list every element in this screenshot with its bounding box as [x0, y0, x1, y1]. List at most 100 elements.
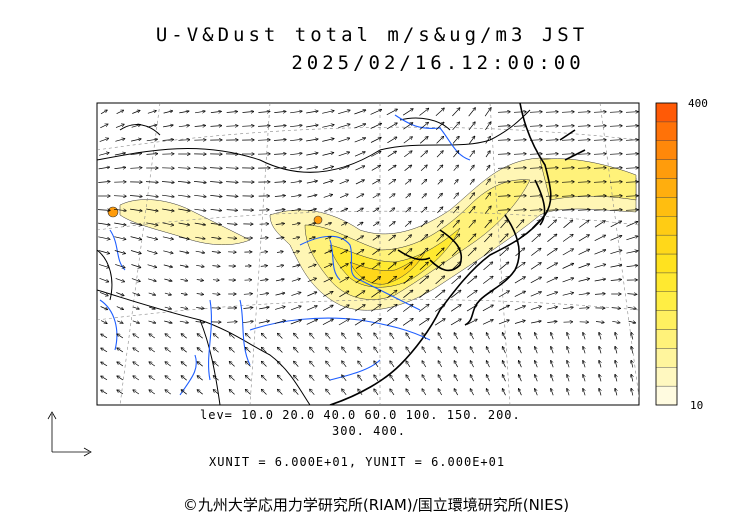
wind-arrow [229, 376, 235, 381]
wind-arrow [212, 266, 219, 267]
wind-arrow [161, 182, 174, 183]
wind-arrow [452, 122, 460, 131]
wind-arrow [469, 165, 474, 171]
wind-arrow [210, 195, 221, 196]
wind-arrow [453, 180, 458, 185]
wind-arrow [611, 308, 621, 309]
wind-arrow [498, 306, 509, 311]
wind-arrow [593, 126, 606, 127]
wind-arrow [355, 166, 365, 171]
wind-arrow [499, 248, 509, 257]
wind-arrow [531, 321, 541, 324]
wind-arrow [100, 124, 107, 129]
colorbar-max-label: 400 [688, 97, 708, 110]
wind-arrow [258, 112, 269, 113]
wind-arrow [275, 279, 284, 281]
wind-arrow [579, 308, 589, 309]
wind-arrow [291, 292, 300, 296]
wind-arrow [468, 234, 475, 243]
wind-arrow [99, 138, 109, 142]
wind-arrow [497, 182, 510, 183]
wind-arrow [132, 320, 139, 323]
wind-arrow [594, 221, 605, 228]
wind-arrow [274, 168, 286, 169]
wind-arrow [196, 265, 204, 266]
wind-arrow [593, 168, 606, 169]
wind-arrow [229, 334, 235, 339]
wind-arrow [101, 390, 108, 395]
colorbar-step [655, 253, 678, 274]
wind-arrow [354, 138, 366, 143]
wind-arrow [514, 291, 525, 297]
wind-arrow [342, 333, 347, 340]
wind-arrow [323, 292, 332, 297]
wind-arrow [497, 140, 510, 141]
wind-arrow [420, 221, 427, 228]
wind-arrow [609, 140, 622, 141]
wind-arrow [404, 235, 412, 242]
wind-arrow [116, 292, 123, 296]
wind-arrow [387, 263, 396, 270]
colorbar-step [655, 385, 678, 406]
wind-arrow [322, 167, 333, 170]
wind-arrow [246, 362, 251, 367]
colorbar-step [655, 348, 678, 368]
wind-arrow [406, 375, 411, 382]
wind-arrow [535, 389, 538, 396]
wind-arrow [193, 181, 206, 182]
wind-arrow [145, 195, 158, 196]
wind-arrow [371, 152, 380, 157]
wind-arrow [181, 390, 187, 395]
wind-arrow [354, 305, 365, 312]
wind-arrow [516, 220, 523, 229]
wind-arrow [551, 389, 554, 396]
wind-arrow [631, 347, 633, 354]
wind-arrow [625, 154, 638, 155]
wind-arrow [387, 290, 396, 298]
wind-arrow [468, 207, 475, 214]
wind-arrow [225, 168, 238, 169]
wind-arrow [197, 362, 203, 367]
wind-arrow [115, 124, 124, 128]
wind-arrow [131, 278, 140, 282]
wind-arrow [435, 290, 444, 299]
wind-arrow [114, 167, 126, 168]
wind-arrow [373, 222, 379, 227]
wind-arrow [194, 126, 206, 127]
wind-arrow [162, 208, 174, 211]
wind-arrow [274, 111, 285, 112]
wind-arrow [196, 294, 204, 295]
wind-arrow [514, 321, 525, 324]
wind-arrow [497, 210, 510, 211]
wind-arrow [99, 292, 108, 295]
wind-arrow [485, 179, 490, 186]
wind-arrow [275, 293, 285, 296]
wind-arrow [194, 223, 205, 225]
wind-arrow [451, 290, 460, 298]
wind-arrow [162, 236, 173, 239]
wind-arrow [513, 168, 526, 169]
wind-arrow [242, 321, 253, 322]
wind-arrow [197, 376, 203, 381]
wind-arrow [610, 236, 622, 241]
wind-arrow [453, 207, 458, 214]
wind-arrow [547, 220, 556, 229]
wind-arrow [468, 122, 475, 131]
wind-arrow [164, 279, 171, 281]
wind-arrow [370, 124, 382, 129]
wind-arrow [98, 167, 110, 169]
wind-arrow [117, 362, 124, 367]
wind-arrow [402, 109, 413, 116]
wind-arrow [497, 168, 510, 169]
wind-arrow [579, 221, 588, 228]
wind-arrow [487, 347, 490, 354]
wind-arrow [535, 333, 538, 340]
wind-arrow [562, 293, 574, 296]
wind-arrow [133, 390, 140, 395]
wind-arrow [227, 224, 237, 225]
wind-arrow [340, 236, 347, 240]
wind-arrow [530, 277, 541, 284]
wind-arrow [195, 251, 205, 253]
contour-levels-line2: 300. 400. [332, 424, 407, 438]
wind-arrow [114, 250, 125, 254]
